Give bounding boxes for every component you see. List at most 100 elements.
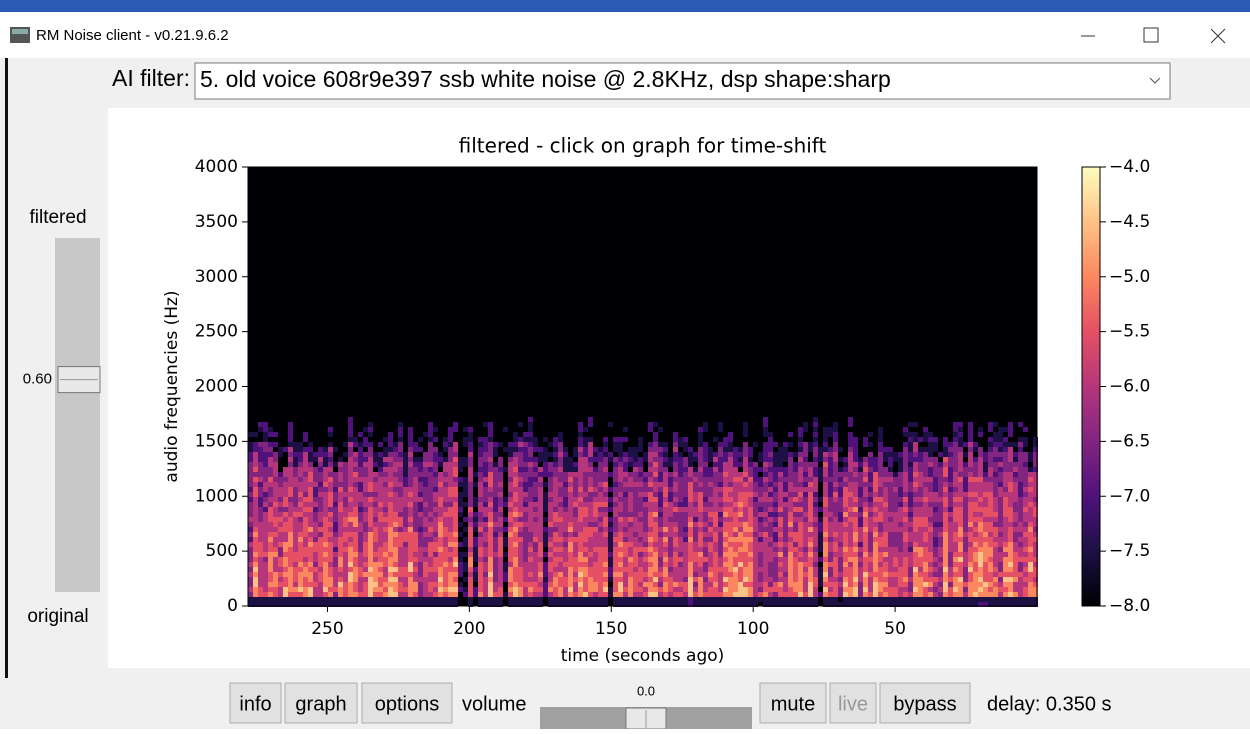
texture-cell [328,512,333,517]
texture-cell [863,527,868,532]
texture-cell [943,482,948,487]
texture-cell [853,487,858,492]
texture-cell [558,447,563,452]
texture-cell [933,492,938,497]
texture-cell [993,452,998,457]
texture-cell [833,582,838,587]
texture-cell [963,527,968,532]
texture-cell [748,547,753,552]
texture-cell [683,582,688,587]
texture-cell [848,567,853,572]
texture-cell [623,547,628,552]
texture-cell [593,452,598,457]
texture-cell [338,497,343,502]
texture-cell [548,512,553,517]
texture-cell [988,562,993,567]
texture-cell [468,447,473,452]
texture-cell [293,547,298,552]
texture-cell [368,467,373,472]
texture-cell [998,507,1003,512]
texture-cell [718,537,723,542]
texture-cell [523,457,528,462]
texture-cell [613,522,618,527]
texture-cell [548,452,553,457]
texture-cell [923,537,928,542]
texture-cell [913,587,918,592]
texture-cell [713,527,718,532]
texture-cell [833,467,838,472]
texture-cell [488,492,493,497]
texture-cell [933,552,938,557]
texture-cell [608,532,613,537]
texture-cell [268,587,273,592]
texture-cell [763,487,768,492]
texture-cell [333,512,338,517]
texture-cell [538,552,543,557]
texture-cell [363,582,368,587]
texture-cell [608,547,613,552]
texture-cell [808,537,813,542]
texture-cell [588,582,593,587]
texture-cell [953,542,958,547]
texture-cell [873,587,878,592]
texture-cell [603,597,608,602]
texture-cell [908,542,913,547]
texture-cell [783,497,788,502]
texture-cell [913,457,918,462]
texture-cell [558,597,563,602]
texture-cell [948,537,953,542]
texture-cell [273,487,278,492]
texture-cell [573,512,578,517]
texture-cell [928,477,933,482]
texture-cell [693,562,698,567]
texture-cell [973,482,978,487]
texture-cell [928,547,933,552]
texture-cell [663,457,668,462]
plot[interactable]: 2502001501005005001000150020002500300035… [162,134,1150,667]
texture-cell [638,487,643,492]
texture-cell [468,532,473,537]
texture-cell [808,507,813,512]
texture-cell [783,477,788,482]
texture-cell [568,552,573,557]
texture-cell [988,442,993,447]
texture-cell [753,467,758,472]
texture-cell [408,542,413,547]
texture-cell [493,477,498,482]
texture-cell [348,457,353,462]
texture-cell [653,587,658,592]
texture-cell [813,437,818,442]
texture-cell [823,452,828,457]
texture-cell [328,577,333,582]
texture-cell [923,467,928,472]
mix-slider-track[interactable] [55,238,100,592]
texture-cell [798,527,803,532]
texture-cell [248,557,253,562]
texture-cell [518,527,523,532]
texture-cell [358,562,363,567]
texture-cell [463,487,468,492]
texture-cell [548,592,553,597]
texture-cell [553,542,558,547]
texture-cell [463,437,468,442]
texture-cell [378,537,383,542]
texture-cell [813,582,818,587]
texture-cell [848,572,853,577]
texture-cell [738,472,743,477]
texture-cell [508,582,513,587]
texture-cell [988,577,993,582]
texture-cell [523,487,528,492]
texture-cell [383,457,388,462]
texture-cell [353,482,358,487]
texture-cell [698,437,703,442]
texture-cell [343,582,348,587]
texture-cell [963,542,968,547]
texture-cell [253,482,258,487]
texture-cell [1003,482,1008,487]
texture-cell [433,592,438,597]
texture-cell [653,572,658,577]
texture-cell [613,462,618,467]
texture-cell [688,517,693,522]
texture-cell [883,502,888,507]
texture-cell [433,497,438,502]
